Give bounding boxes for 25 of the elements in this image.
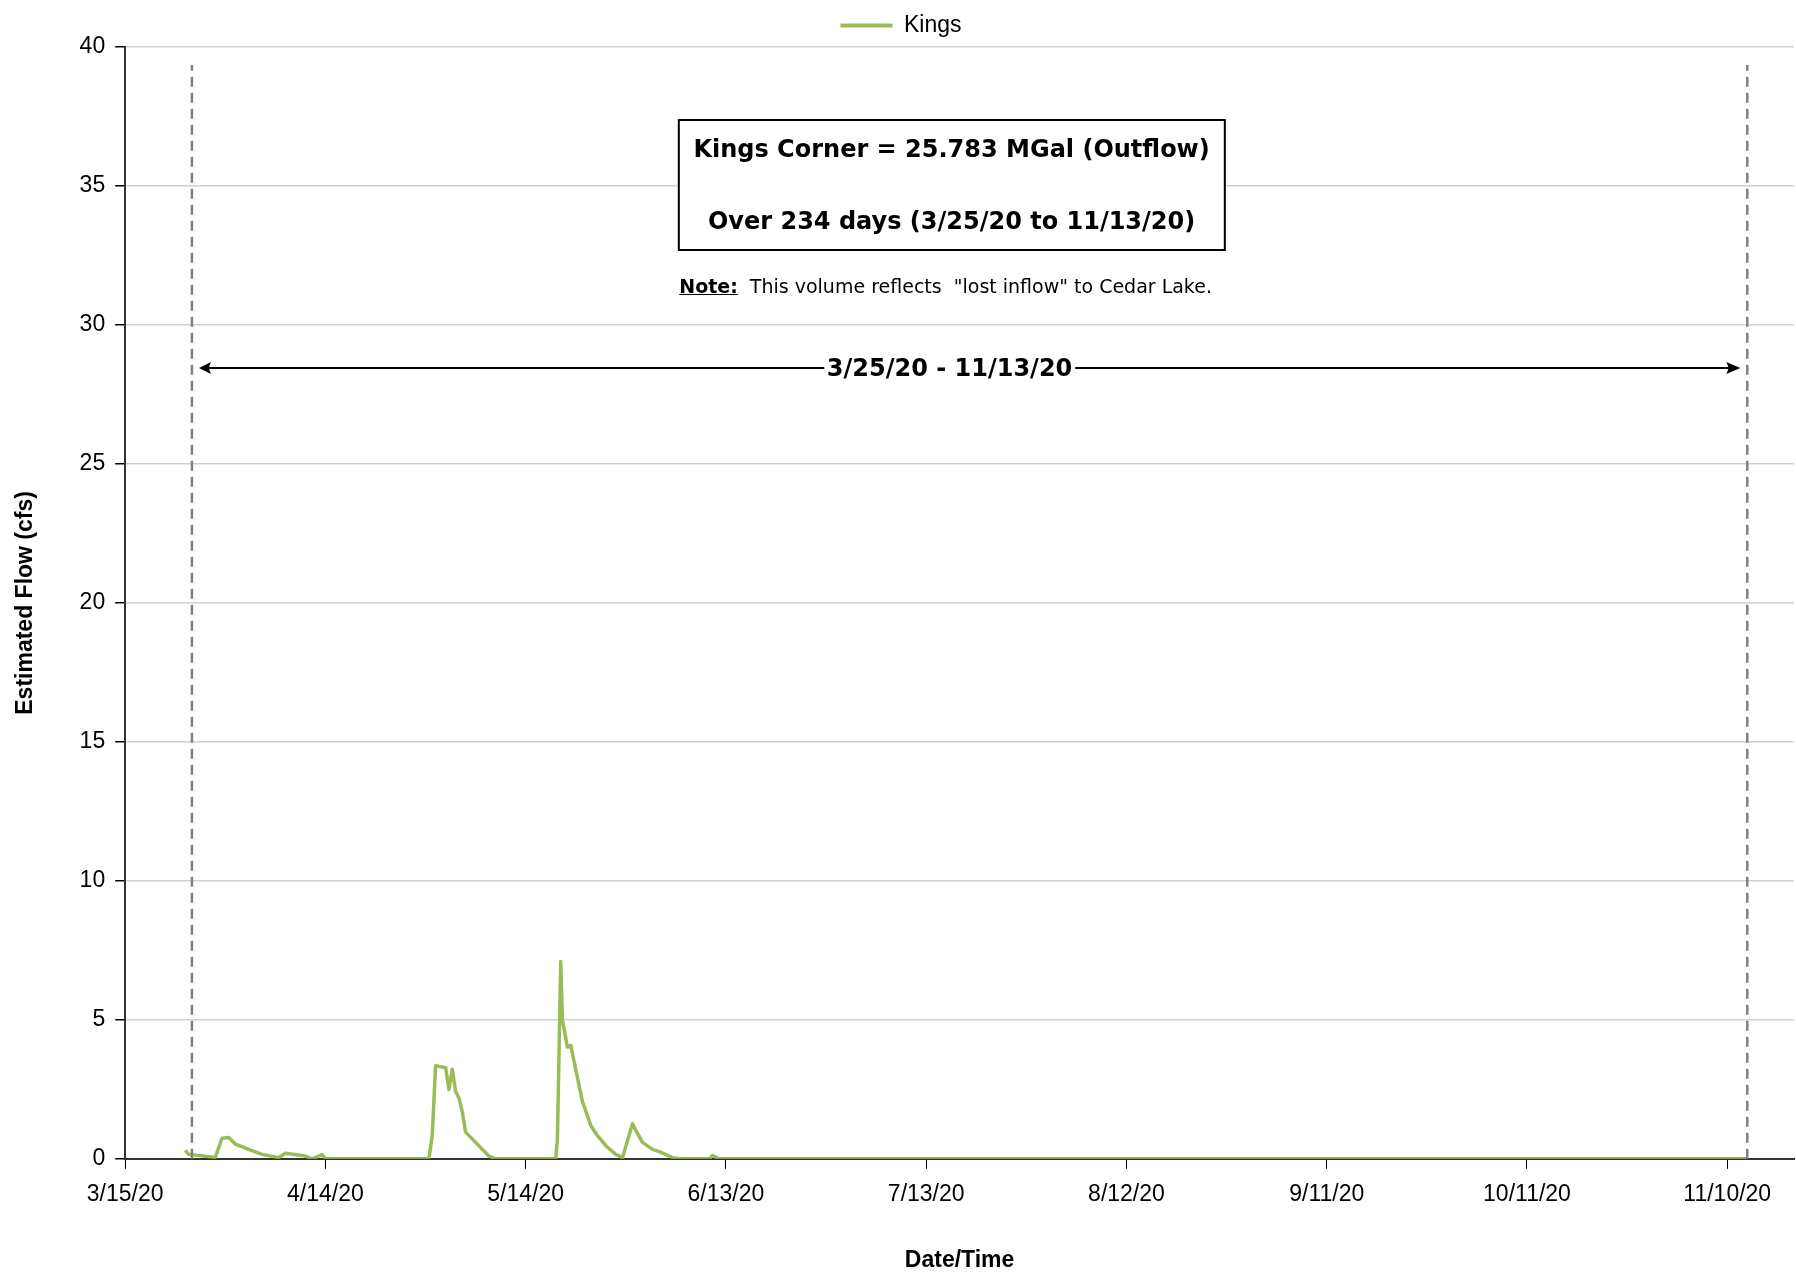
x-tick-label: 4/14/20	[287, 1179, 364, 1206]
y-tick-label: 10	[79, 866, 106, 893]
y-tick-label: 30	[79, 310, 106, 337]
x-tick-label: 7/13/20	[887, 1179, 965, 1206]
legend-label: Kings	[903, 10, 962, 37]
x-tick-label: 9/11/20	[1289, 1179, 1365, 1206]
y-tick-label: 0	[92, 1144, 106, 1171]
x-axis-title: Date/Time	[904, 1245, 1015, 1272]
y-tick-label: 15	[79, 727, 106, 754]
y-tick-label: 40	[79, 32, 106, 59]
annotation: 3/25/20 - 11/13/20	[823, 354, 1076, 383]
x-tick-label: 5/14/20	[487, 1179, 565, 1206]
x-tick-label: 10/11/20	[1483, 1179, 1571, 1206]
x-tick-label: 11/10/20	[1683, 1179, 1772, 1206]
y-axis-title: Estimated Flow (cfs)	[11, 491, 38, 715]
annotation: Kings Corner = 25.783 MGal (Outflow)	[693, 134, 1210, 165]
annotation: Over 234 days (3/25/20 to 11/13/20)	[706, 206, 1197, 237]
x-tick-label: 8/12/20	[1088, 1179, 1165, 1206]
x-tick-label: 3/15/20	[86, 1179, 164, 1206]
y-tick-label: 20	[79, 588, 106, 615]
y-tick-label: 25	[79, 449, 106, 476]
y-tick-label: 35	[79, 171, 106, 198]
y-tick-label: 5	[92, 1005, 106, 1032]
annotation: Note: This volume reflects "lost inflow" to Cedar Lake.	[679, 275, 1212, 297]
x-tick-label: 6/13/20	[687, 1179, 765, 1206]
